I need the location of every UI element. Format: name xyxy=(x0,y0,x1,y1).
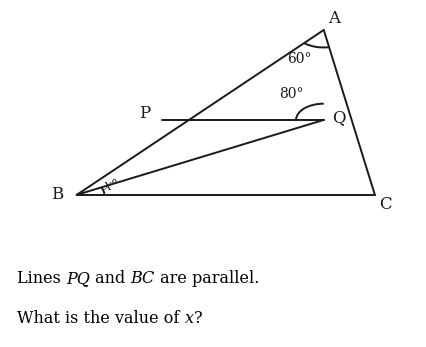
Text: Lines: Lines xyxy=(17,270,66,287)
Text: x°: x° xyxy=(104,179,119,193)
Text: ?: ? xyxy=(193,310,202,327)
Text: Q: Q xyxy=(332,109,345,126)
Text: A: A xyxy=(328,10,340,27)
Text: 60°: 60° xyxy=(288,52,312,66)
Text: What is the value of: What is the value of xyxy=(17,310,184,327)
Text: and: and xyxy=(90,270,130,287)
Text: B: B xyxy=(52,186,63,203)
Text: are parallel.: are parallel. xyxy=(155,270,259,287)
Text: x: x xyxy=(184,310,193,327)
Text: BC: BC xyxy=(130,270,155,287)
Text: 80°: 80° xyxy=(279,87,304,101)
Text: C: C xyxy=(379,196,392,213)
Text: P: P xyxy=(139,105,150,122)
Text: PQ: PQ xyxy=(66,270,90,287)
